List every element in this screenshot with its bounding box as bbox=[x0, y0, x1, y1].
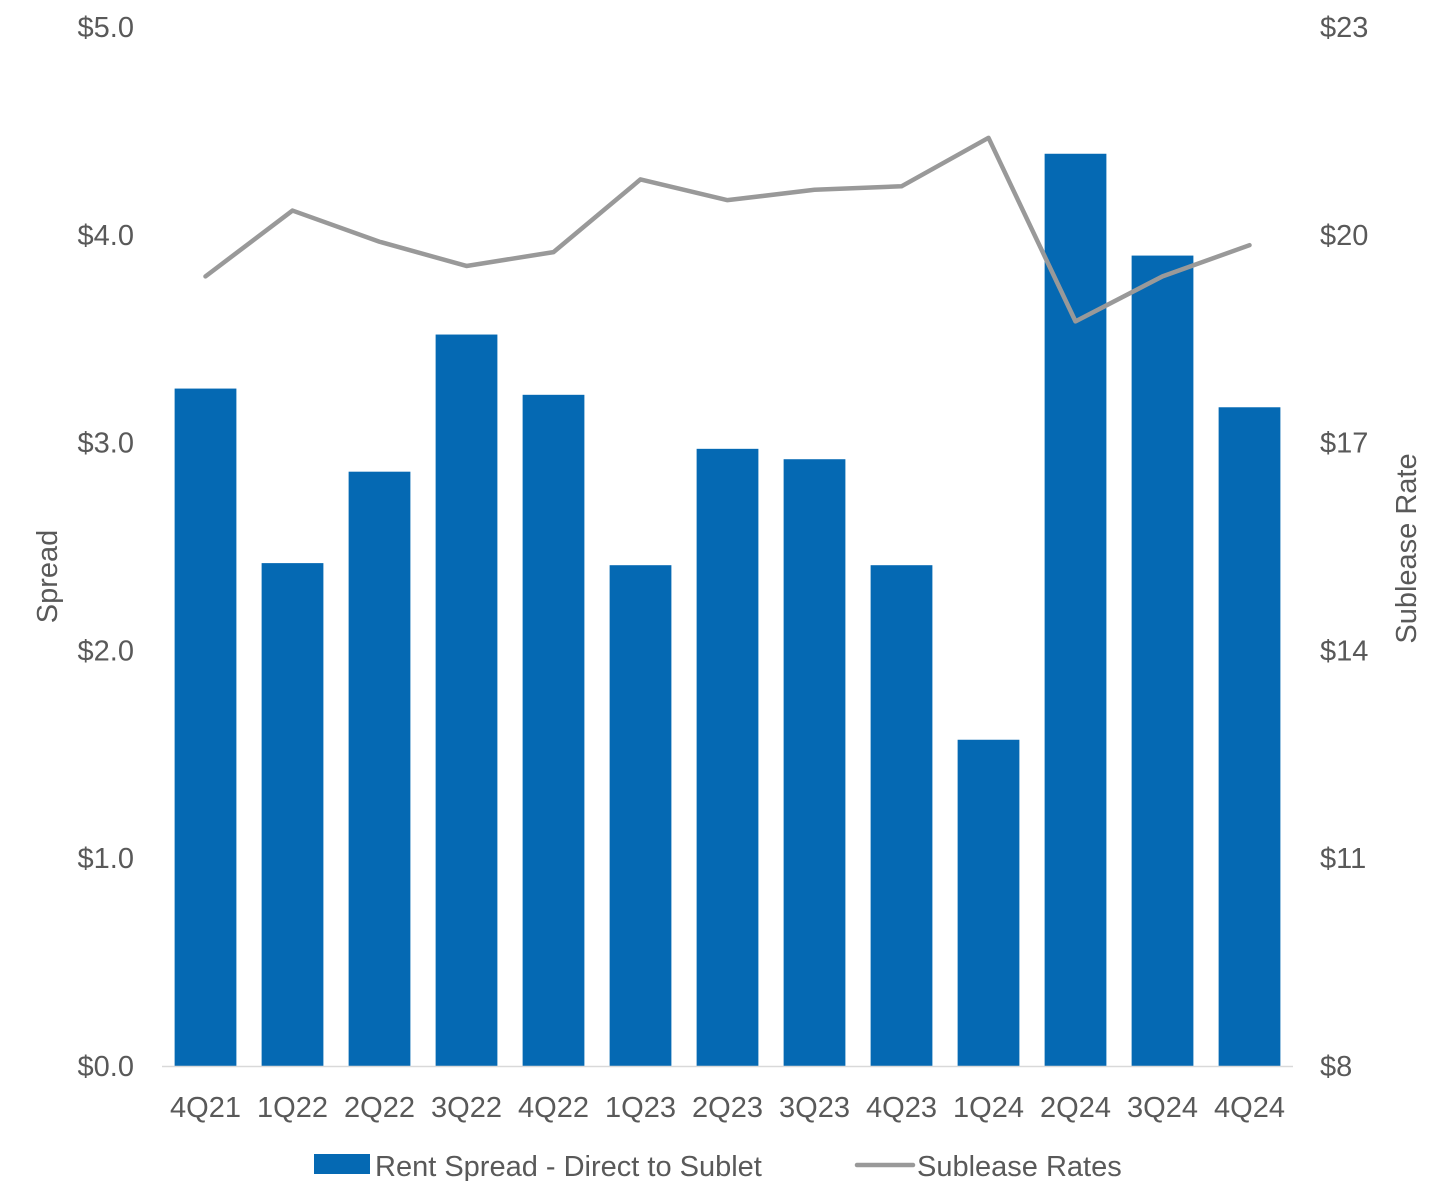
bar-4Q23 bbox=[870, 565, 933, 1066]
x-tick-label: 2Q23 bbox=[692, 1092, 763, 1124]
legend-line-label: Sublease Rates bbox=[917, 1151, 1122, 1181]
axes-group: $0.0 $1.0 $2.0 $3.0 $4.0 $5.0 $8 $11 $14 $17 $20 $2… bbox=[32, 12, 1423, 1124]
x-tick-label: 1Q23 bbox=[605, 1092, 676, 1124]
x-tick-label: 4Q24 bbox=[1214, 1092, 1285, 1124]
bar-1Q22 bbox=[261, 563, 324, 1066]
y-right-tick-label: $8 bbox=[1320, 1051, 1352, 1083]
x-tick-label: 2Q22 bbox=[344, 1092, 415, 1124]
bar-2Q24 bbox=[1044, 153, 1107, 1066]
bar-series-group bbox=[174, 153, 1281, 1067]
y-right-tick-label: $17 bbox=[1320, 428, 1368, 460]
bar-3Q24 bbox=[1131, 255, 1194, 1066]
x-tick-label: 3Q22 bbox=[431, 1092, 502, 1124]
y-left-tick-label: $0.0 bbox=[78, 1051, 134, 1083]
x-tick-label: 2Q24 bbox=[1040, 1092, 1111, 1124]
bar-1Q23 bbox=[609, 565, 672, 1066]
bar-2Q23 bbox=[696, 448, 759, 1067]
y-right-tick-label: $14 bbox=[1320, 635, 1368, 667]
legend-bar-label: Rent Spread - Direct to Sublet bbox=[375, 1151, 762, 1181]
y-right-tick-label: $20 bbox=[1320, 220, 1368, 252]
bar-4Q21 bbox=[174, 388, 237, 1066]
bar-1Q24 bbox=[957, 739, 1020, 1066]
x-tick-label: 4Q21 bbox=[170, 1092, 241, 1124]
x-tick-label: 1Q22 bbox=[257, 1092, 328, 1124]
x-tick-label: 4Q23 bbox=[866, 1092, 937, 1124]
y-right-axis-title: Sublease Rate bbox=[1391, 453, 1423, 643]
y-left-tick-label: $5.0 bbox=[78, 12, 134, 44]
y-left-tick-label: $2.0 bbox=[78, 635, 134, 667]
bar-4Q22 bbox=[522, 394, 585, 1066]
bar-3Q22 bbox=[435, 334, 498, 1066]
bar-4Q24 bbox=[1218, 407, 1281, 1066]
legend: Rent Spread - Direct to Sublet Sublease R… bbox=[314, 1151, 1122, 1181]
y-left-tick-label: $3.0 bbox=[78, 428, 134, 460]
x-tick-label: 1Q24 bbox=[953, 1092, 1024, 1124]
y-left-tick-label: $1.0 bbox=[78, 843, 134, 875]
x-tick-label: 4Q22 bbox=[518, 1092, 589, 1124]
legend-bar-swatch bbox=[314, 1154, 370, 1174]
y-right-tick-label: $11 bbox=[1320, 843, 1366, 875]
y-right-tick-label: $23 bbox=[1320, 12, 1368, 44]
bar-2Q22 bbox=[348, 471, 411, 1066]
line-series-group bbox=[203, 135, 1252, 324]
y-left-axis-title: Spread bbox=[32, 530, 64, 624]
x-tick-label: 3Q24 bbox=[1127, 1092, 1198, 1124]
bar-3Q23 bbox=[783, 459, 846, 1067]
x-tick-label: 3Q23 bbox=[779, 1092, 850, 1124]
y-left-tick-label: $4.0 bbox=[78, 220, 134, 252]
